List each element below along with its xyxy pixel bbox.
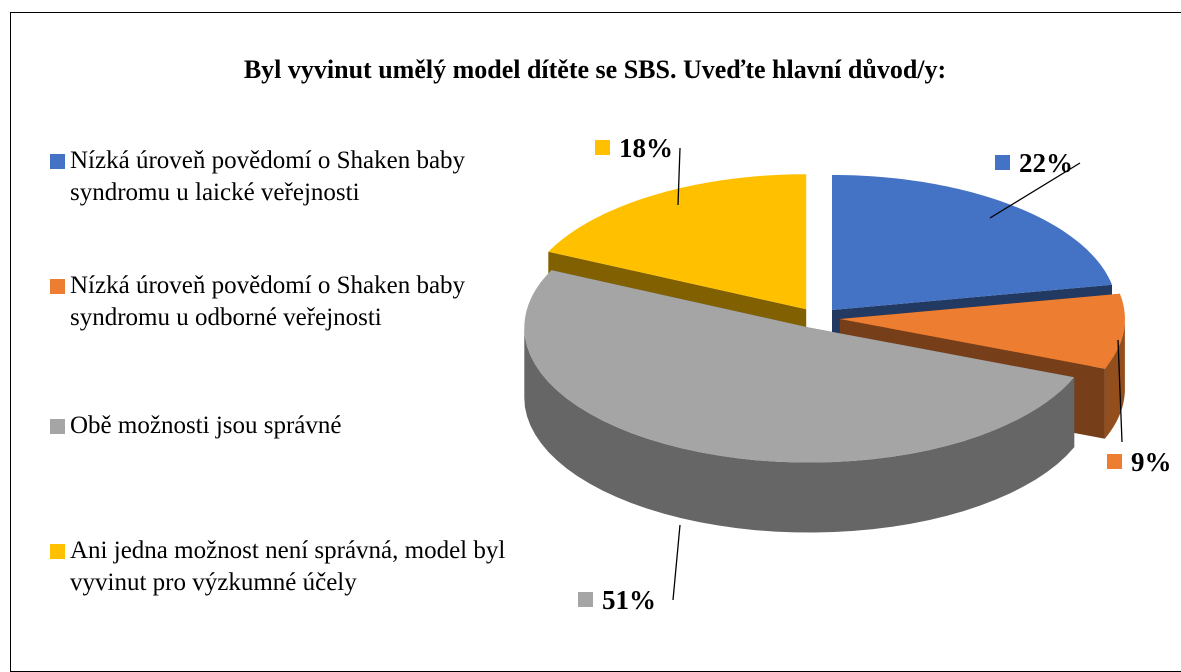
legend-swatch xyxy=(50,154,65,169)
legend-label: Ani jedna možnost není správná, model by… xyxy=(70,537,506,596)
leader-line xyxy=(677,147,681,206)
leader-line xyxy=(1117,339,1123,443)
slice-top xyxy=(839,293,1125,369)
data-label: 9% xyxy=(1131,447,1172,477)
legend-label: Obě možnosti jsou správné xyxy=(70,412,342,439)
legend-swatch xyxy=(50,279,65,294)
leader-line xyxy=(989,162,1081,219)
data-label: 22% xyxy=(1019,148,1073,178)
label-swatch xyxy=(578,592,593,607)
legend-swatch xyxy=(50,544,65,559)
legend-label: Nízká úroveň povědomí o Shaken baby synd… xyxy=(70,147,466,206)
slice-top xyxy=(832,175,1112,310)
legend-item: Nízká úroveň povědomí o Shaken baby synd… xyxy=(50,270,520,334)
slice-top xyxy=(524,270,1075,463)
pie-slice xyxy=(524,270,1075,533)
slice-top xyxy=(548,174,807,310)
leader-line xyxy=(672,524,681,601)
slice-side xyxy=(1104,319,1125,439)
chart-title: Byl vyvinut umělý model dítěte se SBS. U… xyxy=(244,55,946,84)
data-label: 51% xyxy=(602,585,656,615)
legend-swatch xyxy=(50,419,65,434)
legend-item: Ani jedna možnost není správná, model by… xyxy=(50,535,520,599)
data-label: 18% xyxy=(619,133,673,163)
label-swatch xyxy=(595,140,610,155)
legend-label: Nízká úroveň povědomí o Shaken baby synd… xyxy=(70,272,466,331)
legend-item: Obě možnosti jsou správné xyxy=(50,410,520,442)
label-swatch xyxy=(995,155,1010,170)
label-swatch xyxy=(1107,454,1122,469)
legend-item: Nízká úroveň povědomí o Shaken baby synd… xyxy=(50,145,520,209)
slice-side xyxy=(524,327,1075,533)
